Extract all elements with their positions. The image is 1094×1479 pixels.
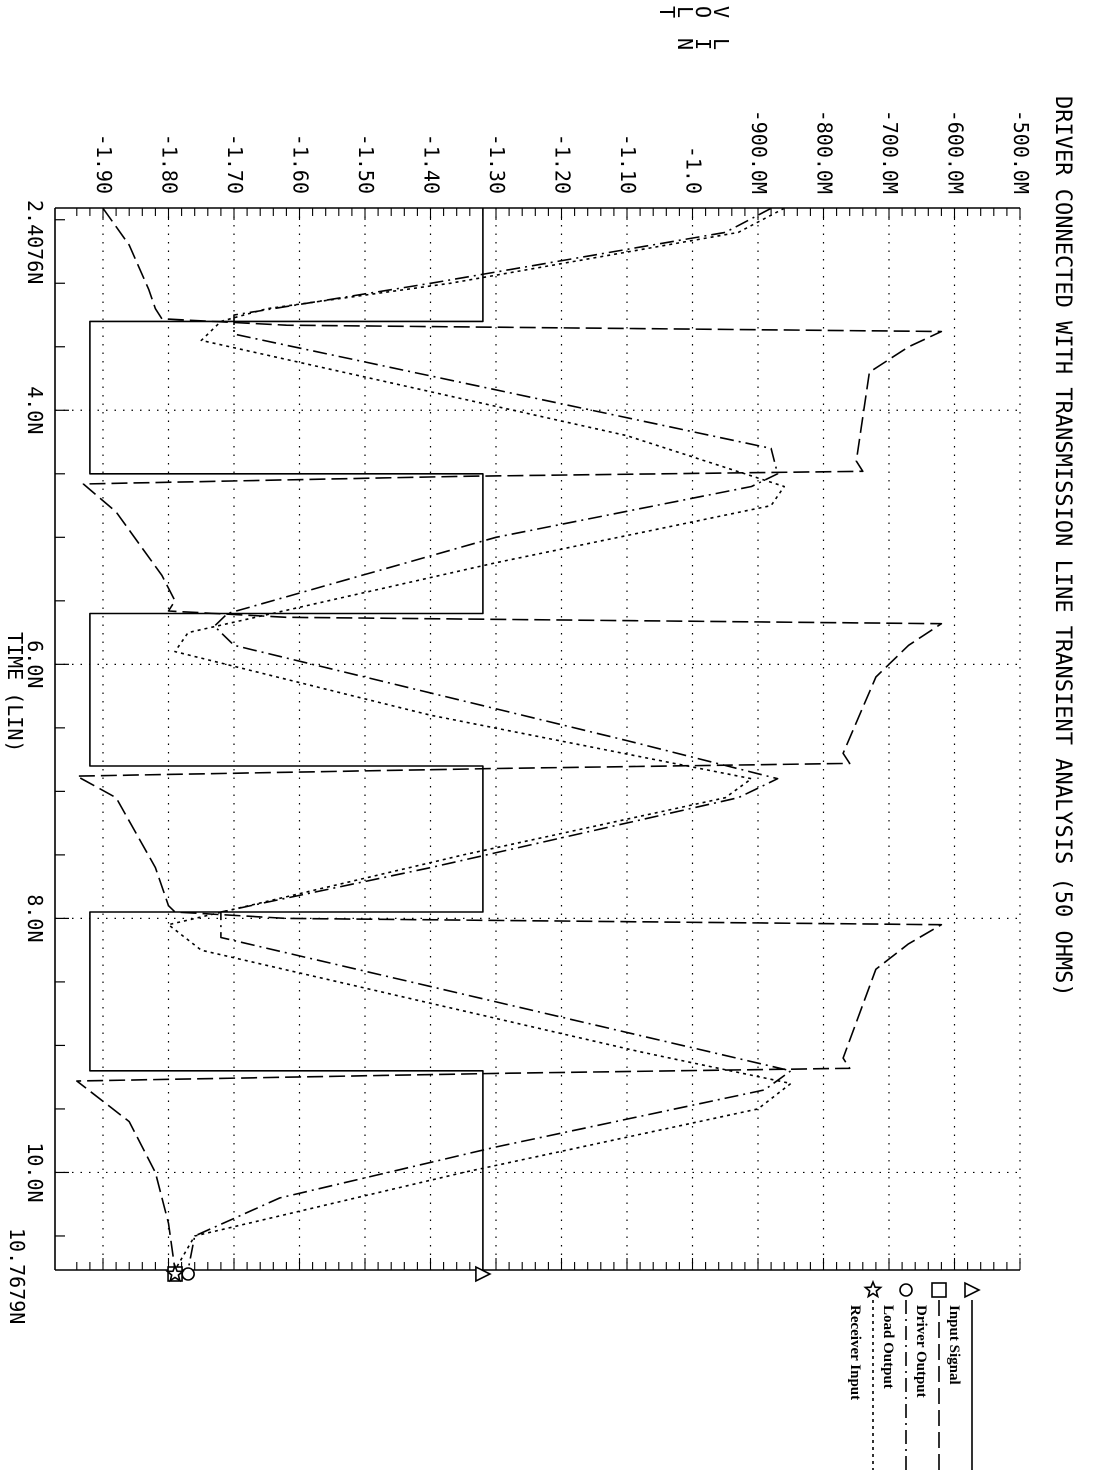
receiver-input-marker <box>165 1263 185 1283</box>
y-label-char: L <box>709 38 733 50</box>
y-tick-label: -1.0 <box>682 146 706 194</box>
x-tick-label: 4.0N <box>23 386 47 434</box>
y-tick-label: -1.60 <box>289 134 313 194</box>
load-output-marker <box>181 1267 195 1281</box>
input-signal-marker <box>475 1265 492 1283</box>
y-label-char: N <box>673 38 697 50</box>
series-markers <box>165 1263 492 1283</box>
x-end-label: 10.7679N <box>5 1228 29 1324</box>
y-tick-label: -1.80 <box>158 134 182 194</box>
chart-title: DRIVER CONNECTED WITH TRANSMISSION LINE … <box>1050 96 1075 997</box>
y-label-char: O <box>691 6 715 18</box>
y-label-char: L <box>673 6 697 18</box>
y-tick-label: -1.90 <box>92 134 116 194</box>
series-driver-output <box>76 207 943 1271</box>
input-signal-legend-marker <box>964 1281 981 1299</box>
series-input-signal <box>89 208 484 1270</box>
y-label-char: V <box>709 6 733 18</box>
y-tick-label: -1.10 <box>616 134 640 194</box>
plot-frame <box>54 207 1020 1271</box>
legend: Input Signal Driver Output Load Output Rece… <box>847 1279 981 1470</box>
y-tick-label: -1.40 <box>420 134 444 194</box>
x-tick-label: 10.0N <box>23 1142 47 1202</box>
x-tick-label: 6.0N <box>23 640 47 688</box>
driver-output-legend-marker <box>931 1282 947 1298</box>
x-start-label: 2.4076N <box>23 200 47 284</box>
y-label-char: T <box>655 6 679 18</box>
load-output-legend-marker <box>899 1283 913 1297</box>
x-axis-label: TIME (LIN) <box>3 632 27 752</box>
y-tick-label: -500.0M <box>1009 110 1033 194</box>
y-tick-label: -800.0M <box>813 110 837 194</box>
series-lines <box>76 207 943 1271</box>
gridlines <box>55 208 1021 1270</box>
receiver-input-legend-marker <box>863 1279 883 1299</box>
y-label-char: I <box>691 38 715 50</box>
series-load-output <box>187 207 792 1271</box>
legend-label: Input Signal <box>946 1305 962 1385</box>
y-tick-label: -1.30 <box>485 134 509 194</box>
tick-marks <box>55 208 1021 1270</box>
y-tick-label: -1.70 <box>223 134 247 194</box>
y-tick-labels: -500.0M -600.0M -700.0M -800.0M -900.0M -1.0 -… <box>92 110 1033 194</box>
y-tick-label: -1.20 <box>551 134 575 194</box>
y-tick-label: -600.0M <box>944 110 968 194</box>
y-tick-label: -1.50 <box>354 134 378 194</box>
y-tick-label: -900.0M <box>747 110 771 194</box>
y-tick-label: -700.0M <box>878 110 902 194</box>
x-tick-labels: 4.0N 6.0N 8.0N 10.0N <box>23 386 47 1202</box>
axis-labels: DRIVER CONNECTED WITH TRANSMISSION LINE … <box>3 96 1075 1324</box>
legend-label: Load Output <box>880 1305 896 1389</box>
legend-label: Receiver Input <box>847 1305 863 1400</box>
x-tick-label: 8.0N <box>23 894 47 942</box>
legend-label: Driver Output <box>913 1305 929 1398</box>
series-receiver-input <box>167 207 792 1271</box>
